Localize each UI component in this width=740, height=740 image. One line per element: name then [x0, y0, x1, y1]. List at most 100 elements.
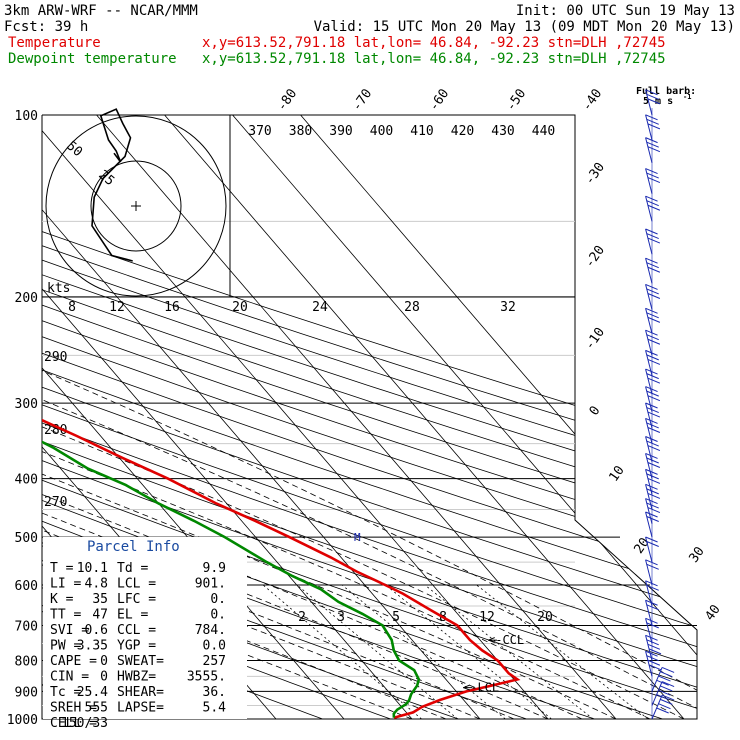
wind-barb [645, 650, 662, 677]
parcel-field-name: Td = [117, 561, 148, 576]
pressure-tick-label: 400 [15, 473, 38, 488]
wind-barb-feather [646, 655, 659, 662]
wind-barb [645, 137, 661, 163]
wind-barb-staff [645, 402, 653, 429]
wind-barb-feather [647, 507, 661, 514]
wind-barb [645, 436, 661, 462]
model-title: 3km ARW-WRF -- NCAR/MMM [4, 3, 198, 19]
wind-barb-feather [646, 233, 659, 239]
wind-barb-feather [647, 427, 661, 433]
wind-barb-feather [646, 288, 659, 295]
wind-barb-feather [646, 502, 659, 509]
wind-barb [645, 498, 661, 524]
parcel-field-name: LAPSE= [117, 701, 164, 716]
moist-adiabat [42, 296, 685, 719]
parcel-field-value: 3.35 [77, 639, 108, 654]
wind-barb-feather [645, 650, 658, 657]
wind-barb-feather [646, 622, 659, 629]
moist-adiabat [42, 296, 413, 719]
wind-barb-feather [647, 643, 661, 650]
wind-barb [645, 617, 659, 644]
wind-barb-feather [647, 146, 661, 153]
parcel-field-name: HWBZ= [117, 670, 156, 685]
wind-barb [645, 368, 661, 395]
wind-barb-feather [647, 293, 661, 299]
dry-adiabat [42, 115, 697, 719]
wind-barb-feather [647, 395, 661, 402]
theta-label: 430 [491, 124, 514, 139]
barb-key-value: 5 m s [643, 96, 673, 107]
wind-barb-feather [645, 511, 658, 518]
wind-barb-staff [645, 635, 653, 661]
parcel-field-value: 0 [100, 670, 108, 685]
wind-barb-staff [645, 536, 653, 563]
parcel-field-value: 4.8 [85, 577, 108, 592]
hodograph-speed-label: 12 [109, 300, 125, 315]
wind-barb-feather [647, 338, 661, 345]
wind-barb-feather [661, 666, 675, 673]
moist-adiabat [42, 296, 583, 719]
hodograph-speed-label: 20 [232, 300, 248, 315]
wind-barb-feather [646, 262, 659, 269]
wind-barb-feather [647, 377, 661, 384]
isotherm-label: -20 [582, 243, 608, 271]
theta-label: 410 [410, 124, 433, 139]
pressure-tick-label: 100 [15, 109, 38, 124]
dry-adiabat [42, 115, 697, 719]
hodograph-ring-50 [45, 115, 227, 297]
wind-barb-staff [645, 436, 653, 462]
wind-barb-feather [646, 422, 659, 429]
pressure-tick-label: 800 [15, 654, 38, 669]
barb-key-exponent: -1 [683, 93, 691, 101]
parcel-field-value: 257 [203, 654, 226, 669]
theta-side-label: 270 [44, 495, 67, 510]
dry-adiabat [42, 115, 391, 719]
wind-barb-feather [645, 599, 658, 606]
wind-barb-feather [647, 316, 661, 323]
parcel-field-value: 35 [92, 592, 108, 607]
wind-barb-feather [658, 675, 671, 682]
wind-barb-feather [645, 468, 658, 475]
parcel-field-name: TT = [50, 608, 81, 623]
parcel-field-value: 47 [92, 608, 108, 623]
parcel-field-name: SREH = [50, 701, 97, 716]
station-info-dewpoint: x,y=613.52,791.18 lat,lon= 46.84, -92.23… [202, 51, 666, 67]
wind-barb-feather [645, 89, 658, 96]
wind-barb-feather [645, 307, 658, 314]
parcel-field-value: 3555. [187, 670, 226, 685]
wind-barb [645, 89, 661, 116]
wind-barb-feather [646, 93, 659, 100]
wind-barb-feather [647, 177, 661, 184]
parcel-field-name: SVI = [50, 623, 89, 638]
hodograph-speed-label: 16 [164, 300, 180, 315]
wind-barb-feather [647, 98, 661, 105]
wind-barb [645, 536, 659, 563]
dry-adiabat [42, 115, 697, 719]
wind-barb-feather [645, 536, 658, 543]
wind-barb-feather [647, 462, 661, 468]
wind-barb-feather [646, 604, 659, 611]
isotherm-label: 20 [631, 535, 652, 556]
wind-barb-feather [645, 349, 658, 356]
wind-barb-feather [646, 200, 659, 207]
wind-barb-feather [646, 141, 659, 148]
wind-barbs [645, 89, 675, 720]
wind-barb-feather [660, 698, 673, 705]
dry-adiabat [42, 115, 697, 719]
parcel-field-value: 555 [85, 701, 108, 716]
theta-side-label: 290 [44, 350, 67, 365]
wind-barb-feather [645, 137, 658, 144]
wind-barb-staff [645, 89, 653, 116]
wind-barb-feather [645, 386, 658, 393]
wind-barb-feather [648, 664, 662, 671]
mixing-ratio-label: 2 [298, 610, 306, 625]
wind-barb-feather [646, 373, 659, 380]
isotherm-line [232, 115, 697, 719]
wind-barb [645, 228, 661, 255]
wind-barb-feather [658, 689, 671, 696]
wind-barb [645, 634, 662, 661]
wind-barb-feather [647, 237, 661, 244]
wind-barb-feather [646, 334, 659, 341]
wind-barb [645, 349, 661, 376]
wind-barb-feather [645, 402, 658, 409]
